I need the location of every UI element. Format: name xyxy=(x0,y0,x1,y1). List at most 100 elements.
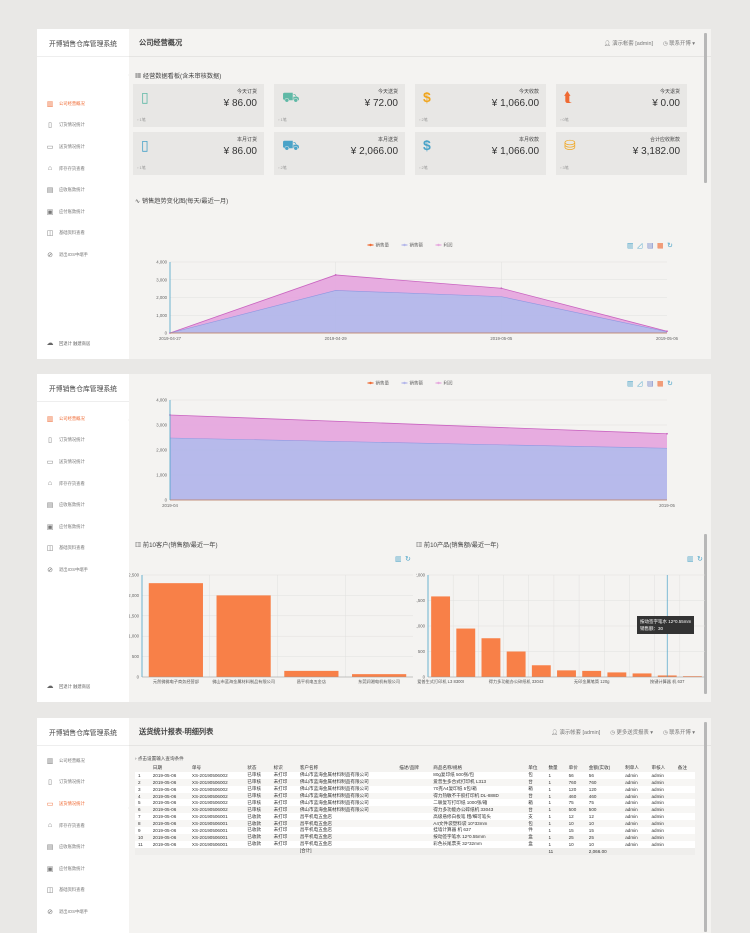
table-row[interactable]: 7 2019-05-06 XS-20190506001 已收款 未打印 昌平机电五金店 高级… xyxy=(135,813,695,821)
sidebar-item-overview[interactable]: ▥ 公司经营概况 xyxy=(37,750,129,772)
table-cell: 按动签字笔水 12*0.55mm xyxy=(433,834,486,840)
sidebar-item-deliveries[interactable]: ▭ 送货情况统计 xyxy=(37,451,129,473)
y-tick-label: 2,000 xyxy=(416,573,426,578)
kpi-card-receivables-total[interactable]: ⛁ 合计应收账款 ¥ 3,182.00 ▫ 3笔 xyxy=(556,132,687,175)
monthly-trend-chart: 销售量 销售额 利润 ▥ ◿ ▤ ▦ ↻ 0 1,000 2,000 3,000 4,000 2019-0… xyxy=(156,380,675,508)
account-menu[interactable]: 👤︎ 演示帐套 [admin] xyxy=(603,40,653,47)
bar xyxy=(531,665,551,677)
column-header[interactable]: 日期 xyxy=(152,765,162,771)
column-header[interactable]: 金额(实收) xyxy=(588,765,611,771)
sidebar-item-receivables[interactable]: ▤ 应收账款统计 xyxy=(37,179,129,201)
sidebar-item-inventory[interactable]: ⌂ 库存存货查看 xyxy=(37,815,129,837)
column-header[interactable]: 标识 xyxy=(273,765,283,771)
sidebar-item-overview[interactable]: ▥ 公司经营概况 xyxy=(37,408,129,430)
sidebar-item-exit[interactable]: ⊘ 退出IOS中端手 xyxy=(37,901,129,923)
column-header[interactable]: 单号 xyxy=(191,765,202,771)
account-menu[interactable]: 👤︎ 演示帐套 [admin] xyxy=(551,729,601,736)
scrollbar[interactable] xyxy=(704,33,707,183)
column-header[interactable]: 数量 xyxy=(548,765,558,771)
table-cell: admin xyxy=(651,814,664,820)
sidebar-item-deliveries[interactable]: ▭ 送货情况统计 xyxy=(37,136,129,158)
table-row[interactable]: 3 2019-05-06 XS-20190506002 已审核 未打印 佛山市蓝海金属材料… xyxy=(135,785,695,793)
sidebar-item-orders[interactable]: ▯ 订货情况统计 xyxy=(37,430,129,452)
column-header[interactable]: 制单人 xyxy=(625,765,639,771)
more-reports-menu[interactable]: ◷ 更多送货报表 ▾ xyxy=(610,729,653,736)
column-header[interactable]: 商品名称/规格 xyxy=(433,765,463,771)
table-row[interactable]: 4 2019-05-06 XS-20190506002 已审核 未打印 佛山市蓝海金属材料… xyxy=(135,792,695,800)
table-cell: 25 xyxy=(568,834,574,840)
table-cell: 15 xyxy=(588,827,594,833)
profit-line xyxy=(169,414,668,435)
x-tick-label: 按键计算器 机 637 xyxy=(650,678,685,685)
table-cell: XS-20190506002 xyxy=(191,772,228,778)
table-row[interactable]: 5 2019-05-06 XS-20190506002 已审核 未打印 佛山市蓝海金属材料… xyxy=(135,799,695,807)
x-tick-label: 得力多功能办公碎纸机 33043 xyxy=(489,678,544,685)
column-header[interactable]: 审核人 xyxy=(651,765,666,771)
table-row[interactable]: 1 2019-05-06 XS-20190506002 已审核 未打印 佛山市蓝海金属材料… xyxy=(135,771,695,779)
column-header[interactable]: 客户名称 xyxy=(299,765,319,771)
total-cell xyxy=(396,848,430,855)
kpi-card-month-orders[interactable]: ▯ 本月订货 ¥ 86.00 ▫ 1笔 xyxy=(133,132,264,175)
column-header[interactable]: 单位 xyxy=(528,765,538,771)
sidebar-footer[interactable]: ☁ 回退计 触建商居 xyxy=(46,340,91,347)
kpi-card-today-deliveries[interactable]: ⛟ 今天送货 ¥ 72.00 ▫ 1笔 xyxy=(274,84,405,127)
table-cell: admin xyxy=(625,821,638,827)
column-header[interactable]: 备注 xyxy=(677,765,687,771)
sidebar-item-payables[interactable]: ▣ 应付账款统计 xyxy=(37,201,129,223)
sidebar-item-payables[interactable]: ▣ 应付账款统计 xyxy=(37,516,129,538)
sidebar-item-deliveries[interactable]: ▭ 送货情况统计 xyxy=(37,793,129,815)
table-row[interactable]: 6 2019-05-06 XS-20190506002 已审核 未打印 佛山市蓝海金属材料… xyxy=(135,806,695,814)
sidebar-item-basic-data[interactable]: ◫ 基础资料查看 xyxy=(37,880,129,902)
y-tick-label: 1,000 xyxy=(416,624,426,629)
sidebar-item-inventory[interactable]: ⌂ 库存存货查看 xyxy=(37,473,129,495)
column-header[interactable]: 描述/品牌 xyxy=(399,765,419,771)
table-cell: 11 xyxy=(138,841,143,847)
sidebar-item-receivables[interactable]: ▤ 应收账款统计 xyxy=(37,494,129,516)
kpi-card-month-deliveries[interactable]: ⛟ 本月送货 ¥ 2,066.00 ▫ 2笔 xyxy=(274,132,405,175)
table-cell: 包 xyxy=(528,772,533,778)
table-row[interactable]: 10 2019-05-06 XS-20190506001 已收款 未打印 昌平机电五金店 按… xyxy=(135,833,695,841)
table-cell: 佛山市蓝海金属材料制品有限公司 xyxy=(299,806,369,812)
filter-toggle[interactable]: › 点击设置输入查询条件 xyxy=(135,756,184,761)
column-header[interactable]: 单价 xyxy=(568,765,578,771)
sidebar-item-overview[interactable]: ▥ 公司经营概况 xyxy=(37,93,129,115)
table-cell: 台 xyxy=(528,793,533,798)
clock-icon: ◷ xyxy=(663,40,668,47)
contact-menu[interactable]: ◷ 联系开博 ▾ xyxy=(663,729,695,736)
sidebar-footer[interactable]: ☁ 回退计 触建商居 xyxy=(46,683,91,690)
sidebar-item-payables[interactable]: ▣ 应付账款统计 xyxy=(37,858,129,880)
y-tick-label: 0 xyxy=(165,331,168,336)
table-row[interactable]: 9 2019-05-06 XS-20190506001 已收款 未打印 昌平机电五金店 挂墙… xyxy=(135,827,695,834)
table-cell: 件 xyxy=(528,827,533,833)
sidebar-item-exit[interactable]: ⊘ 退出IOS中端手 xyxy=(37,559,129,581)
sidebar-item-orders[interactable]: ▯ 订货情况统计 xyxy=(37,115,129,137)
scrollbar[interactable] xyxy=(704,534,707,694)
box-icon: ◫ xyxy=(46,887,54,895)
legend-marker xyxy=(437,381,440,385)
table-row[interactable]: 8 2019-05-06 XS-20190506001 已收款 未打印 昌平机电五金店 A4… xyxy=(135,820,695,828)
column-header[interactable] xyxy=(135,765,150,772)
y-tick-label: 1,000 xyxy=(156,473,167,478)
table-cell: XS-20190506001 xyxy=(191,841,228,847)
sidebar-item-exit[interactable]: ⊘ 退出IOS中端手 xyxy=(37,244,129,266)
table-row[interactable]: 11 2019-05-06 XS-20190506001 已收款 未打印 昌平机电五金店 彩… xyxy=(135,840,695,848)
kpi-card-today-orders[interactable]: ▯ 今天订货 ¥ 86.00 ▫ 1笔 xyxy=(133,84,264,127)
scrollbar[interactable] xyxy=(704,722,707,932)
column-header[interactable]: 状态 xyxy=(247,765,257,771)
table-cell: XS-20190506002 xyxy=(191,800,228,806)
sidebar-item-receivables[interactable]: ▤ 应收账款统计 xyxy=(37,836,129,858)
clipboard-icon: ▯ xyxy=(48,437,52,445)
sidebar-item-basic-data[interactable]: ◫ 基础资料查看 xyxy=(37,223,129,245)
contact-menu[interactable]: ◷ 联系开博 ▾ xyxy=(663,40,695,47)
table-cell: admin xyxy=(651,793,664,799)
table-row[interactable]: 2 2019-05-06 XS-20190506002 已审核 未打印 佛山市蓝海金属材料… xyxy=(135,778,695,786)
user-icon: 👤︎ xyxy=(551,729,558,736)
table-cell: 2019-05-06 xyxy=(152,800,177,806)
kpi-card-today-receipts[interactable]: $ 今天收款 ¥ 1,066.00 ▫ 2笔 xyxy=(415,84,546,127)
sidebar-item-orders[interactable]: ▯ 订货情况统计 xyxy=(37,772,129,794)
kpi-card-month-receipts[interactable]: $ 本月收款 ¥ 1,066.00 ▫ 2笔 xyxy=(415,132,546,175)
sidebar-item-basic-data[interactable]: ◫ 基础资料查看 xyxy=(37,538,129,560)
table-cell: 佛山市蓝海金属材料制品有限公司 xyxy=(299,786,369,792)
sidebar-item-inventory[interactable]: ⌂ 库存存货查看 xyxy=(37,158,129,180)
kpi-card-today-returns[interactable]: ⮬ 今天退货 ¥ 0.00 ▫ 0笔 xyxy=(556,84,687,127)
